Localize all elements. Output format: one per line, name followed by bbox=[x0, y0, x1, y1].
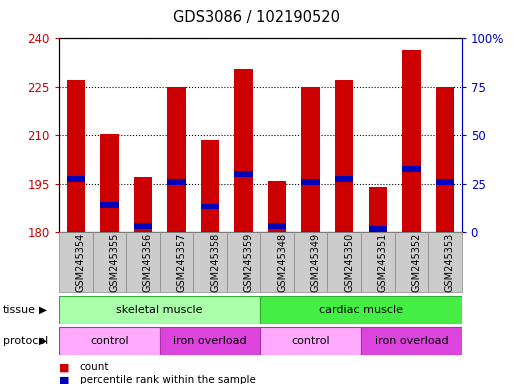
Bar bbox=[302, 87, 320, 232]
Text: GDS3086 / 102190520: GDS3086 / 102190520 bbox=[173, 10, 340, 25]
Text: GSM245349: GSM245349 bbox=[311, 233, 321, 291]
Bar bbox=[335, 176, 353, 182]
Text: GSM245354: GSM245354 bbox=[76, 232, 86, 292]
Bar bbox=[92, 232, 126, 292]
Text: GSM245357: GSM245357 bbox=[176, 232, 186, 292]
Bar bbox=[160, 232, 193, 292]
Bar bbox=[59, 327, 160, 355]
Text: count: count bbox=[80, 362, 109, 372]
Text: percentile rank within the sample: percentile rank within the sample bbox=[80, 375, 255, 384]
Text: skeletal muscle: skeletal muscle bbox=[116, 305, 203, 315]
Text: ■: ■ bbox=[59, 375, 69, 384]
Bar bbox=[193, 232, 227, 292]
Bar bbox=[394, 232, 428, 292]
Bar bbox=[294, 232, 327, 292]
Text: GSM245350: GSM245350 bbox=[344, 232, 354, 292]
Bar bbox=[361, 327, 462, 355]
Text: GSM245353: GSM245353 bbox=[445, 232, 455, 292]
Bar bbox=[268, 180, 286, 232]
Bar bbox=[234, 69, 253, 232]
Bar bbox=[428, 232, 462, 292]
Bar bbox=[327, 232, 361, 292]
Bar bbox=[201, 140, 219, 232]
Bar bbox=[67, 176, 85, 182]
Text: protocol: protocol bbox=[3, 336, 48, 346]
Text: GSM245348: GSM245348 bbox=[277, 233, 287, 291]
Bar bbox=[402, 166, 421, 172]
Text: iron overload: iron overload bbox=[173, 336, 247, 346]
Bar bbox=[100, 134, 119, 232]
Text: GSM245358: GSM245358 bbox=[210, 232, 220, 292]
Bar bbox=[134, 177, 152, 232]
Bar bbox=[260, 296, 462, 324]
Text: control: control bbox=[90, 336, 129, 346]
Bar bbox=[167, 87, 186, 232]
Bar bbox=[134, 223, 152, 229]
Bar bbox=[167, 179, 186, 185]
Bar bbox=[126, 232, 160, 292]
Bar bbox=[368, 187, 387, 232]
Bar bbox=[59, 232, 92, 292]
Text: ▶: ▶ bbox=[38, 305, 47, 315]
Bar bbox=[361, 232, 394, 292]
Bar bbox=[302, 179, 320, 185]
Bar bbox=[67, 80, 85, 232]
Bar bbox=[436, 179, 454, 185]
Text: GSM245356: GSM245356 bbox=[143, 232, 153, 292]
Bar bbox=[335, 80, 353, 232]
Bar bbox=[59, 296, 260, 324]
Text: GSM245352: GSM245352 bbox=[411, 232, 421, 292]
Bar bbox=[402, 50, 421, 232]
Text: iron overload: iron overload bbox=[374, 336, 448, 346]
Bar bbox=[436, 87, 454, 232]
Text: tissue: tissue bbox=[3, 305, 35, 315]
Bar bbox=[160, 327, 260, 355]
Text: ■: ■ bbox=[59, 362, 69, 372]
Bar bbox=[100, 202, 119, 208]
Bar bbox=[227, 232, 260, 292]
Bar bbox=[201, 204, 219, 209]
Text: control: control bbox=[291, 336, 330, 346]
Bar bbox=[260, 327, 361, 355]
Bar bbox=[234, 171, 253, 177]
Text: GSM245355: GSM245355 bbox=[109, 232, 120, 292]
Bar bbox=[268, 223, 286, 229]
Text: ▶: ▶ bbox=[38, 336, 47, 346]
Text: cardiac muscle: cardiac muscle bbox=[319, 305, 403, 315]
Bar bbox=[260, 232, 294, 292]
Text: GSM245359: GSM245359 bbox=[244, 232, 253, 292]
Bar bbox=[368, 226, 387, 232]
Text: GSM245351: GSM245351 bbox=[378, 232, 388, 292]
